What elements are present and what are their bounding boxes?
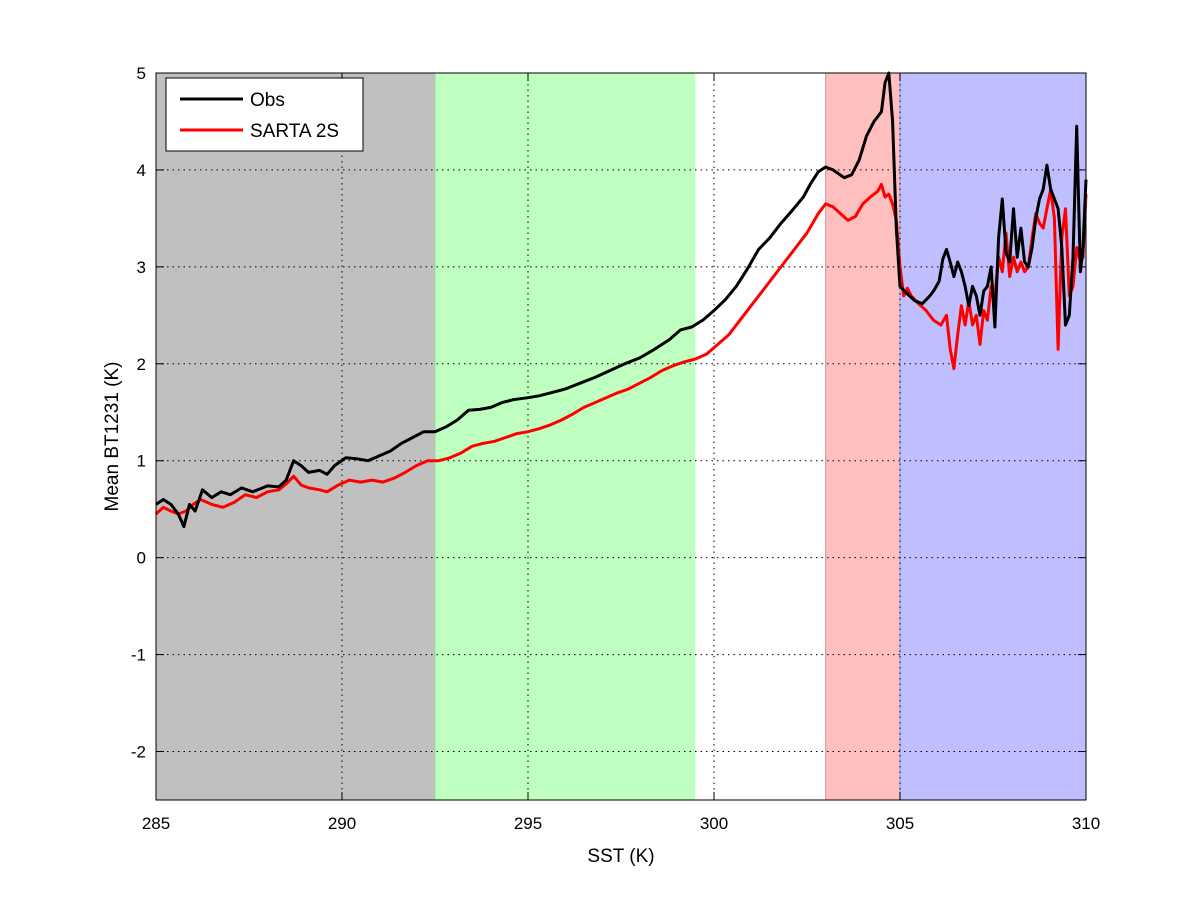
legend: Obs SARTA 2S [165, 77, 364, 152]
shaded-bands [156, 73, 1086, 800]
y-tick-label-0: -2 [131, 743, 146, 762]
x-tick-label-5: 310 [1072, 814, 1100, 833]
plot-area-border [155, 72, 1087, 801]
band-2 [825, 73, 900, 800]
y-tick-label-6: 4 [137, 161, 146, 180]
y-tick-label-4: 2 [137, 355, 146, 374]
y-tick-label-5: 3 [137, 258, 146, 277]
grid-lines [156, 73, 1086, 800]
x-tick-label-1: 290 [328, 814, 356, 833]
axis-ticks: 285 290 295 300 305 310 -2 -1 0 1 2 3 4 5 [131, 64, 1100, 833]
band-1 [435, 73, 696, 800]
y-tick-label-1: -1 [131, 646, 146, 665]
x-axis-label: SST (K) [587, 846, 654, 867]
x-tick-label-2: 295 [514, 814, 542, 833]
series-line-1 [154, 183, 1088, 516]
x-tick-label-4: 305 [886, 814, 914, 833]
y-axis-label: Mean BT1231 (K) [102, 362, 123, 512]
series-group [154, 71, 1088, 529]
band-3 [900, 73, 1086, 800]
legend-label-0: Obs [250, 90, 285, 111]
y-tick-label-2: 0 [137, 549, 146, 568]
y-tick-label-7: 5 [137, 64, 146, 83]
band-0 [156, 73, 435, 800]
x-tick-label-0: 285 [142, 814, 170, 833]
legend-label-1: SARTA 2S [250, 121, 339, 142]
x-tick-label-3: 300 [700, 814, 728, 833]
series-line-0 [155, 71, 1088, 529]
y-tick-label-3: 1 [137, 452, 146, 471]
legend-box [165, 77, 364, 152]
